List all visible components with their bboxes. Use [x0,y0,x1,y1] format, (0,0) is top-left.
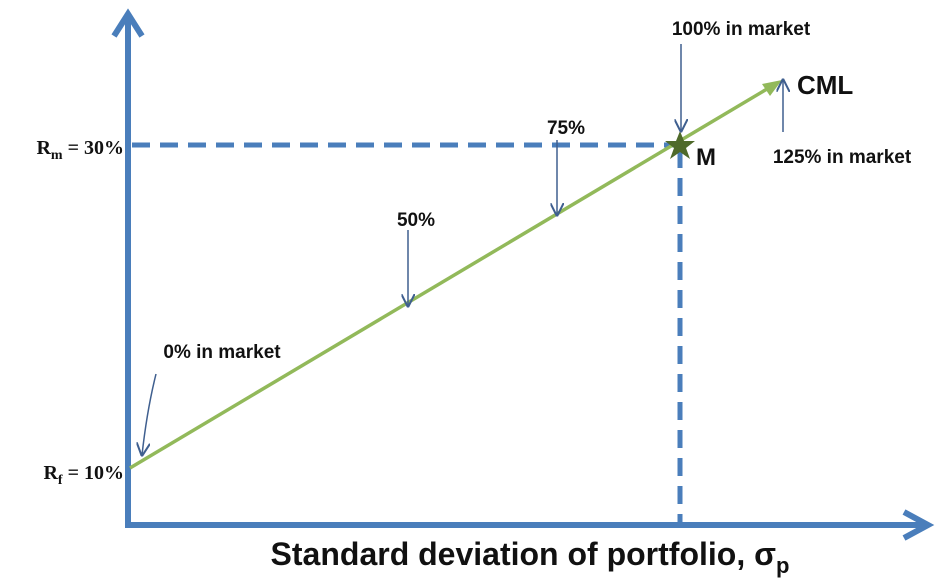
market-point [665,131,695,159]
riskfree-label: Rf = 10% [43,462,124,488]
arrow-0 [142,373,157,455]
x-axis-label: Standard deviation of portfolio, σp [271,536,790,578]
annotation-75: 75% [547,118,585,139]
cml-label: CML [797,70,853,100]
cml-arrowhead [762,80,782,96]
x-axis [125,509,935,541]
y-axis [111,8,145,528]
market-label: M [696,144,716,171]
cml-line [129,84,773,470]
annotation-125: 125% in market [773,147,912,168]
annotation-100: 100% in market [672,19,811,40]
market-return-label: Rm = 30% [36,137,124,163]
annotation-0: 0% in market [163,342,281,363]
annotation-50: 50% [397,210,435,231]
